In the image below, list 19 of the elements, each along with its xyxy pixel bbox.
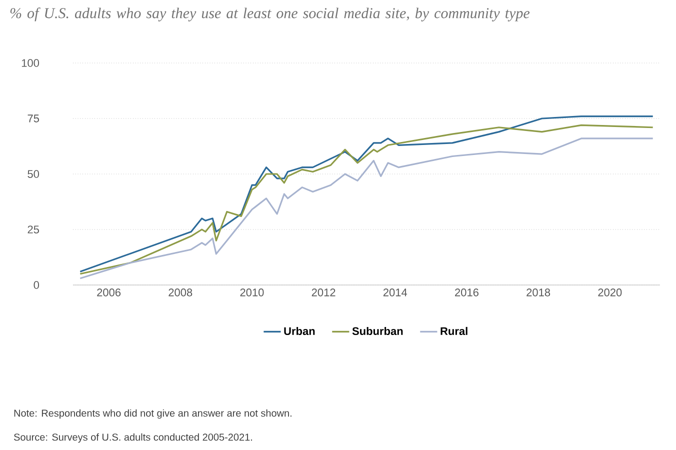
- y-tick-label: 25: [28, 226, 39, 234]
- x-tick-label: 2016: [455, 288, 478, 296]
- source-note: Source: Surveys of U.S. adults conducted 2005-2021.: [14, 433, 252, 443]
- chart-title: % of U.S. adults who say they use at least one social media site, by community type: [10, 8, 530, 22]
- x-tick-label: 2014: [383, 288, 408, 296]
- y-tick-label: 50: [28, 170, 40, 178]
- legend-label: Rural: [440, 326, 468, 336]
- legend-label: Suburban: [352, 326, 403, 336]
- x-tick-label: 2012: [312, 288, 336, 296]
- x-tick-label: 2010: [240, 288, 264, 296]
- x-tick-label: 2006: [97, 288, 121, 296]
- x-tick-label: 2018: [526, 288, 550, 296]
- x-tick-label: 2020: [598, 288, 622, 296]
- y-tick-label: 100: [22, 59, 40, 67]
- text: Note: Respondents who did not give an answer are not shown.: [14, 409, 292, 419]
- y-tick-label: 0: [34, 281, 40, 289]
- legend-label: Urban: [284, 326, 315, 336]
- y-tick-label: 75: [28, 114, 39, 122]
- x-tick-label: 2008: [168, 288, 192, 296]
